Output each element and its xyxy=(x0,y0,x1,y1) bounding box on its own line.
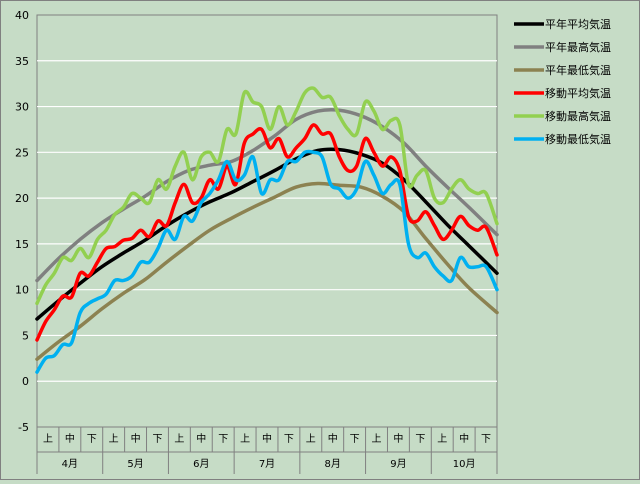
series-lines xyxy=(35,86,499,374)
y-tick-label: 10 xyxy=(15,284,29,297)
decade-label: 上 xyxy=(109,433,119,445)
decade-label: 下 xyxy=(87,434,97,445)
y-axis: -5 0 5 10 15 20 25 30 35 40 xyxy=(15,9,29,434)
decade-label: 上 xyxy=(437,433,447,445)
decade-label: 上 xyxy=(174,433,184,445)
month-label: 9月 xyxy=(390,458,406,470)
decade-label: 下 xyxy=(218,434,228,445)
y-tick-label: 40 xyxy=(15,9,29,22)
month-label: 4月 xyxy=(62,458,78,470)
series-line-3 xyxy=(35,123,499,342)
series-line-2 xyxy=(35,181,499,361)
decade-label: 下 xyxy=(152,434,162,445)
y-tick-label: 0 xyxy=(22,375,29,388)
y-tick-label: 35 xyxy=(15,55,29,68)
decade-label: 上 xyxy=(372,433,382,445)
legend-label: 平年最低気温 xyxy=(545,63,611,77)
decade-label: 上 xyxy=(306,433,316,445)
month-label: 6月 xyxy=(193,458,209,470)
legend-label: 移動最高気温 xyxy=(545,109,611,123)
decade-label: 下 xyxy=(350,434,360,445)
decade-label: 下 xyxy=(481,434,491,445)
decade-label: 中 xyxy=(459,432,469,445)
y-tick-label: 20 xyxy=(15,192,29,205)
decade-label: 上 xyxy=(240,433,250,445)
y-tick-label: 25 xyxy=(15,146,29,159)
y-tick-label: -5 xyxy=(18,421,29,434)
y-tick-label: 5 xyxy=(22,329,29,342)
legend-label: 移動最低気温 xyxy=(545,132,611,146)
legend-label: 平年平均気温 xyxy=(545,17,611,31)
month-label: 5月 xyxy=(127,458,143,470)
decade-label: 中 xyxy=(65,432,75,445)
month-label: 8月 xyxy=(325,458,341,470)
legend-label: 平年最高気温 xyxy=(545,40,611,54)
decade-label: 下 xyxy=(415,434,425,445)
plot-area xyxy=(36,14,498,428)
y-tick-label: 15 xyxy=(15,238,29,251)
decade-label: 中 xyxy=(196,432,206,445)
x-axis: 上中下4月上中下5月上中下6月上中下7月上中下8月上中下9月上中下10月 xyxy=(36,427,498,474)
series-line-0 xyxy=(35,147,499,321)
decade-label: 中 xyxy=(131,432,141,445)
series-line-5 xyxy=(35,149,499,374)
grid-lines xyxy=(37,60,497,382)
series-line-4 xyxy=(35,86,499,306)
decade-label: 上 xyxy=(43,433,53,445)
month-label: 7月 xyxy=(259,458,275,470)
decade-label: 中 xyxy=(393,432,403,445)
decade-label: 下 xyxy=(284,434,294,445)
month-label: 10月 xyxy=(453,458,476,470)
decade-label: 中 xyxy=(262,432,272,445)
y-tick-label: 30 xyxy=(15,101,29,114)
decade-label: 中 xyxy=(328,432,338,445)
legend-label: 移動平均気温 xyxy=(545,86,611,100)
